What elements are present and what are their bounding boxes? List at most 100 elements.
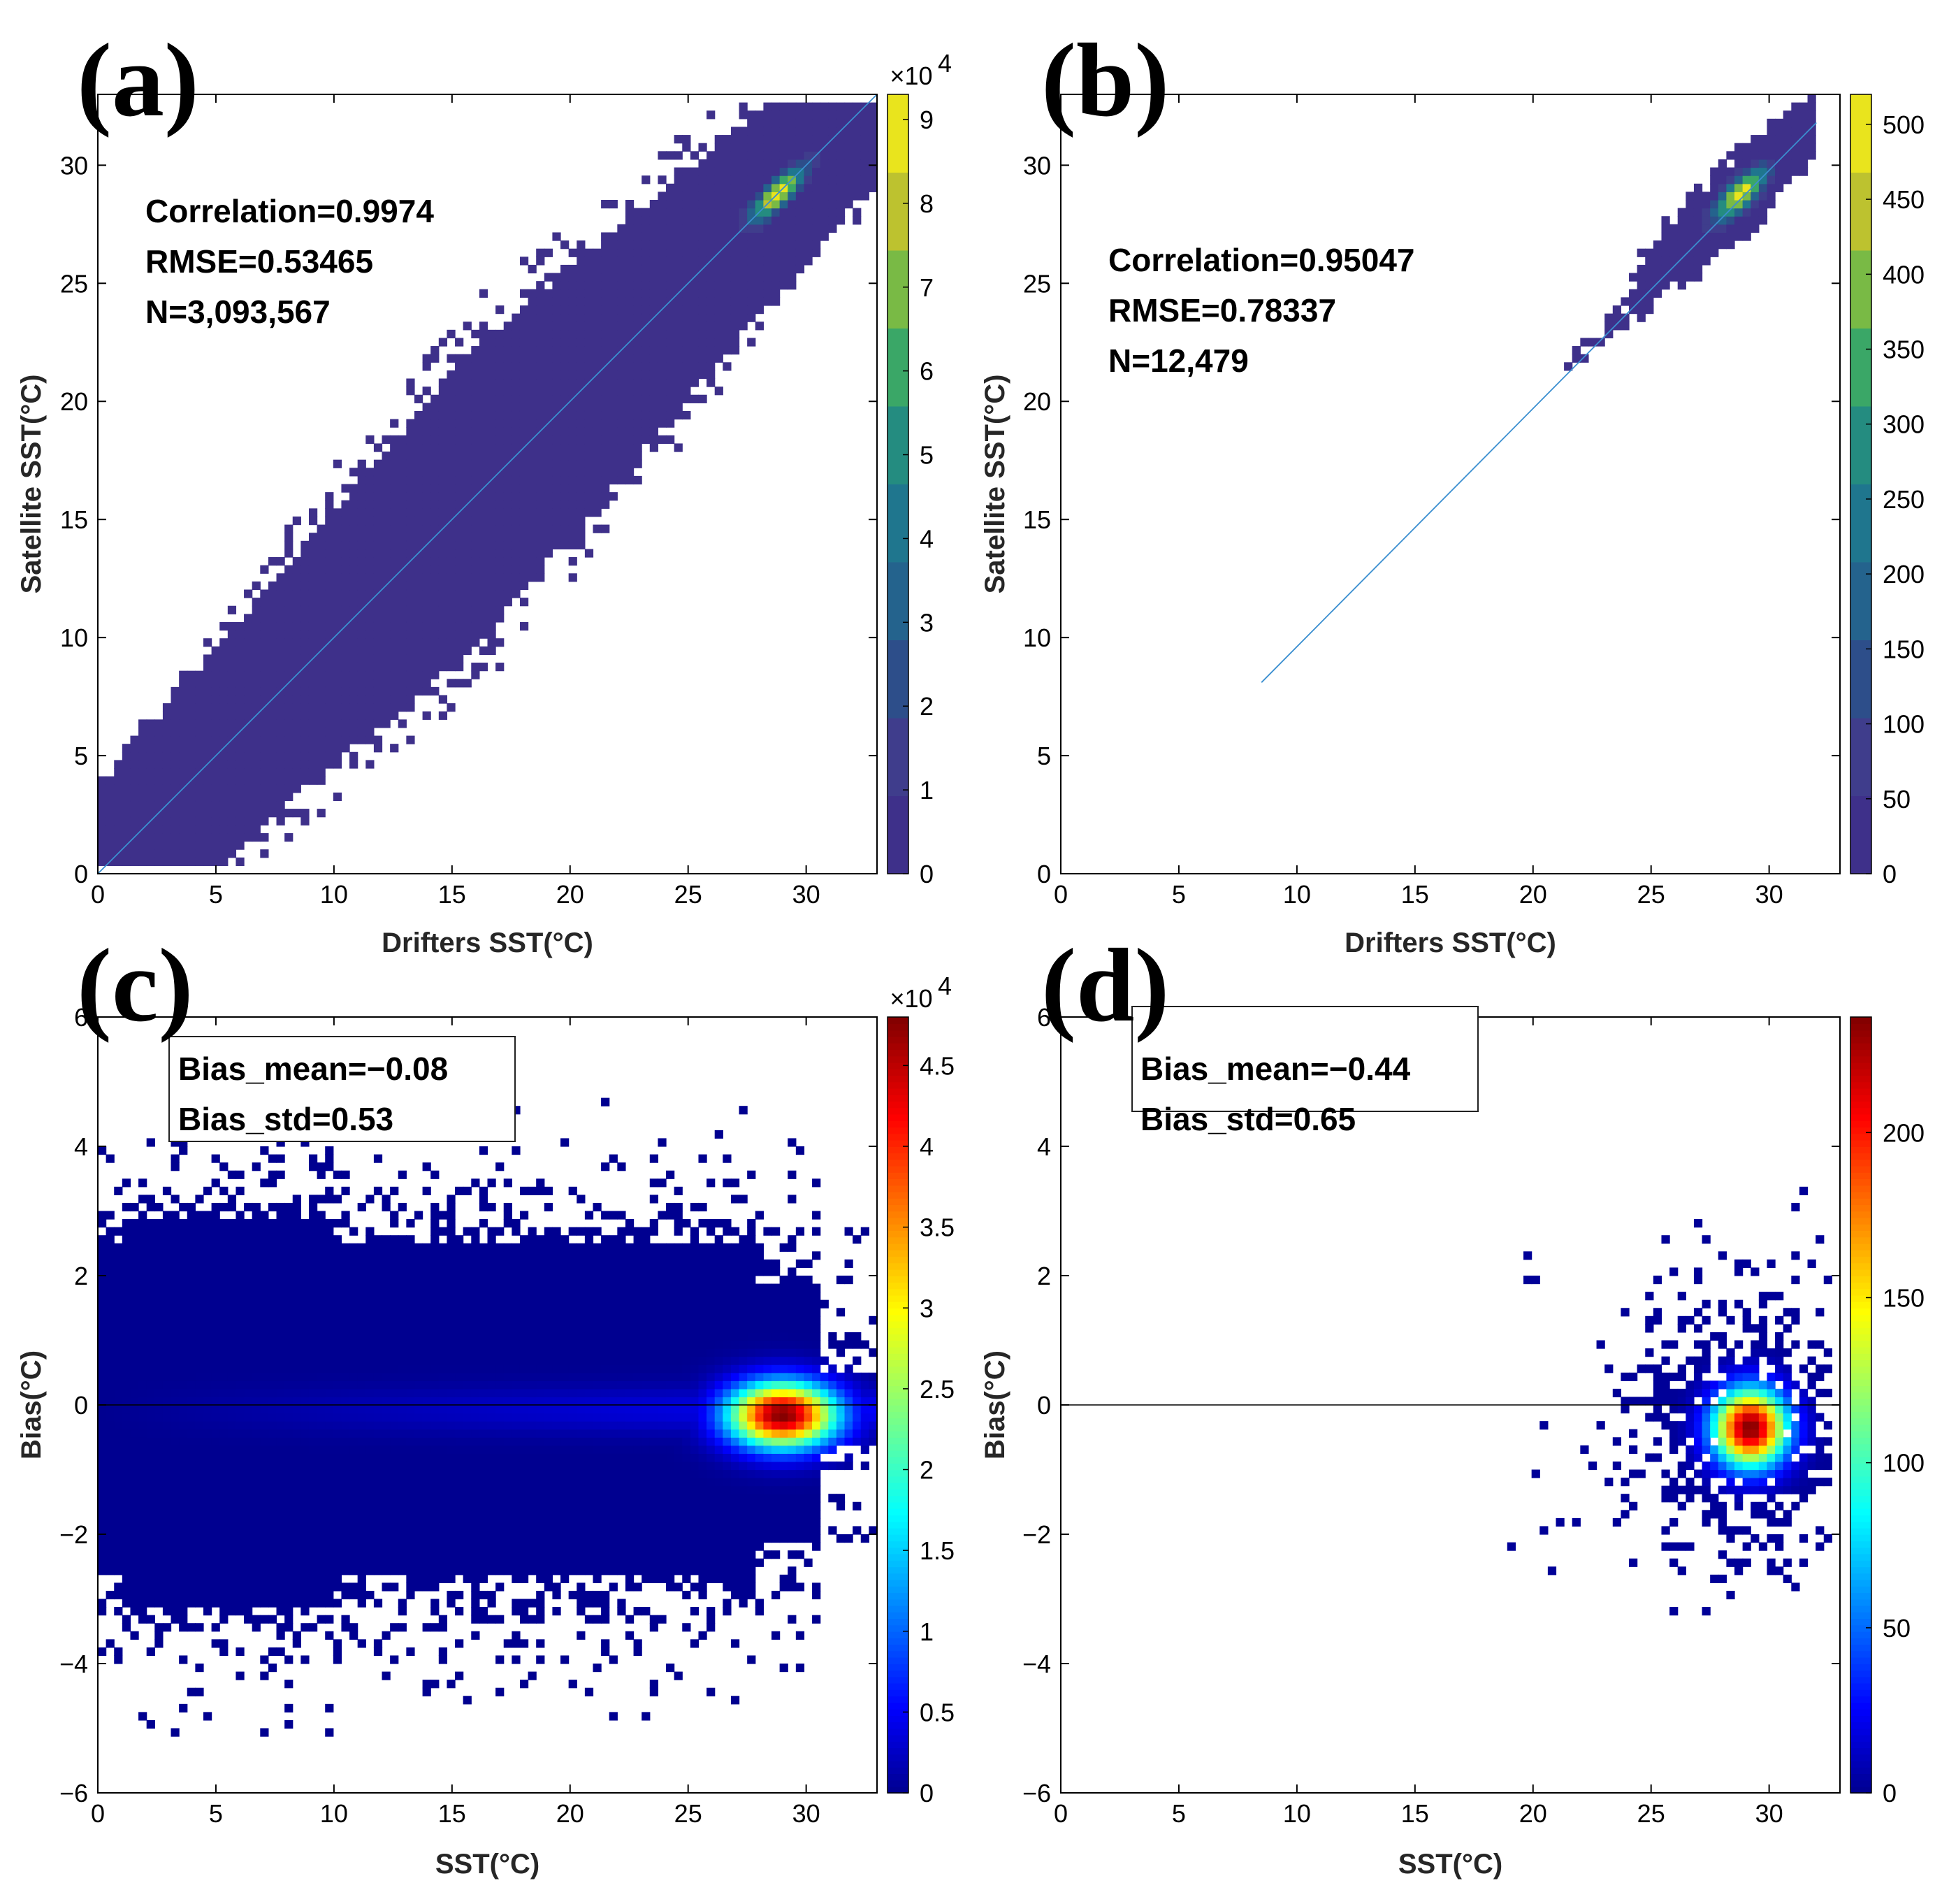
heatmap-cell [308, 703, 318, 712]
heatmap-cell [114, 1494, 123, 1503]
heatmap-cell [268, 605, 277, 614]
heatmap-cell [154, 1259, 164, 1269]
heatmap-cell [268, 1235, 277, 1244]
heatmap-cell [98, 1517, 107, 1527]
heatmap-cell [714, 281, 723, 290]
heatmap-cell [544, 508, 553, 517]
heatmap-cell [325, 598, 334, 607]
heatmap-cell [244, 735, 253, 744]
heatmap-cell [633, 452, 642, 461]
heatmap-cell [471, 573, 480, 582]
heatmap-cell [276, 1348, 285, 1357]
heatmap-cell [422, 484, 431, 493]
heatmap-cell [308, 1623, 318, 1632]
heatmap-cell [179, 719, 188, 728]
heatmap-cell [487, 589, 496, 598]
heatmap-cell [284, 1510, 294, 1519]
heatmap-cell [252, 744, 261, 753]
heatmap-cell [341, 1405, 350, 1414]
heatmap-cell [187, 711, 196, 720]
heatmap-cell [244, 1405, 253, 1414]
y-tick-label: 30 [1023, 151, 1051, 180]
heatmap-cell [276, 727, 285, 737]
heatmap-cell [747, 257, 756, 266]
heatmap-cell [333, 1582, 342, 1592]
heatmap-cell [244, 1348, 253, 1357]
heatmap-cell [544, 500, 553, 509]
heatmap-cell [836, 192, 846, 201]
heatmap-cell [260, 1356, 269, 1365]
heatmap-cell [739, 297, 748, 306]
heatmap-cell [723, 264, 732, 274]
heatmap-cell [487, 549, 496, 558]
heatmap-cell [252, 832, 261, 842]
colorbar-segment [1850, 94, 1871, 173]
heatmap-cell [317, 621, 326, 631]
heatmap-cell [536, 516, 545, 526]
heatmap-cell [1751, 208, 1760, 217]
heatmap-cell [373, 638, 383, 647]
heatmap-cell [114, 776, 123, 785]
heatmap-cell [308, 1478, 318, 1487]
heatmap-cell [171, 1219, 180, 1228]
heatmap-cell [341, 1251, 350, 1260]
heatmap-cell [795, 224, 805, 233]
heatmap-cell [284, 809, 294, 818]
heatmap-cell [528, 565, 537, 574]
heatmap-cell [495, 403, 505, 412]
heatmap-cell [755, 199, 764, 209]
heatmap-cell [357, 484, 366, 493]
heatmap-cell [114, 1429, 123, 1438]
heatmap-cell [414, 614, 423, 623]
heatmap-cell [333, 670, 342, 679]
heatmap-cell [195, 1348, 204, 1357]
heatmap-cell [642, 281, 651, 290]
heatmap-cell [365, 638, 375, 647]
heatmap-cell [300, 711, 310, 720]
heatmap-cell [292, 1267, 301, 1276]
heatmap-cell [260, 1494, 269, 1503]
heatmap-cell [268, 679, 277, 688]
heatmap-cell [357, 735, 366, 744]
heatmap-cell [804, 257, 813, 266]
heatmap-cell [430, 646, 440, 655]
heatmap-cell [341, 1324, 350, 1333]
heatmap-cell [682, 378, 691, 387]
heatmap-cell [260, 1308, 269, 1317]
heatmap-cell [584, 452, 594, 461]
heatmap-cell [333, 1235, 342, 1244]
heatmap-cell [195, 1510, 204, 1519]
heatmap-cell [373, 735, 383, 744]
heatmap-cell [447, 663, 456, 672]
heatmap-cell [260, 1348, 269, 1357]
heatmap-cell [357, 727, 366, 737]
heatmap-cell [203, 1461, 212, 1471]
heatmap-cell [292, 1590, 301, 1600]
heatmap-cell [349, 1388, 358, 1398]
heatmap-cell [455, 500, 464, 509]
heatmap-cell [276, 1631, 285, 1640]
heatmap-cell [195, 1397, 204, 1406]
heatmap-cell [146, 1251, 155, 1260]
heatmap-cell [252, 1429, 261, 1438]
heatmap-cell [820, 167, 829, 176]
heatmap-cell [317, 1469, 326, 1478]
heatmap-cell [601, 313, 610, 322]
heatmap-cell [114, 800, 123, 809]
heatmap-cell [714, 167, 723, 176]
heatmap-cell [203, 719, 212, 728]
heatmap-cell [333, 1558, 342, 1567]
heatmap-cell [349, 663, 358, 672]
heatmap-cell [519, 452, 529, 461]
heatmap-cell [382, 475, 391, 485]
colorbar-segment [1850, 328, 1871, 407]
heatmap-cell [560, 305, 570, 315]
heatmap-cell [187, 792, 196, 802]
heatmap-cell [788, 102, 797, 111]
heatmap-cell [98, 1469, 107, 1478]
heatmap-cell [146, 1517, 155, 1527]
y-axis-label: Satellite SST(°C) [16, 375, 47, 594]
heatmap-cell [820, 208, 829, 217]
heatmap-cell [568, 475, 577, 485]
heatmap-cell [195, 816, 204, 825]
